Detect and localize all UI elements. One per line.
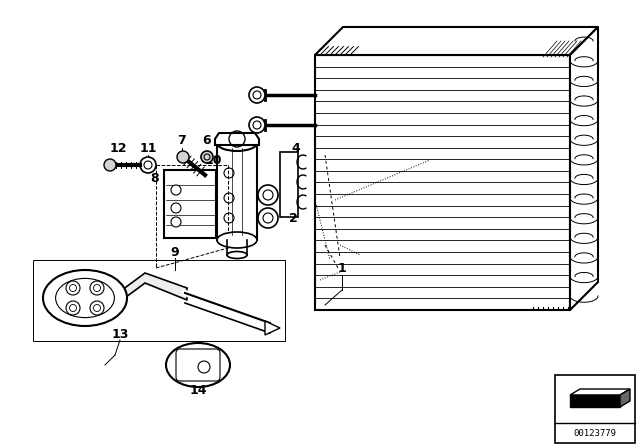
Text: 00123779: 00123779: [573, 428, 616, 438]
Polygon shape: [280, 152, 298, 217]
Circle shape: [249, 87, 265, 103]
Text: 7: 7: [178, 134, 186, 146]
Text: 11: 11: [140, 142, 157, 155]
Polygon shape: [265, 321, 280, 335]
Text: 1: 1: [338, 262, 346, 275]
Text: 2: 2: [289, 211, 298, 224]
Circle shape: [140, 157, 156, 173]
Ellipse shape: [217, 232, 257, 248]
Text: 12: 12: [109, 142, 127, 155]
Polygon shape: [164, 170, 216, 238]
Circle shape: [66, 301, 80, 315]
Polygon shape: [570, 389, 630, 395]
Polygon shape: [570, 27, 598, 310]
Circle shape: [171, 217, 181, 227]
Text: 14: 14: [189, 383, 207, 396]
Text: 8: 8: [150, 172, 159, 185]
Polygon shape: [122, 273, 187, 300]
Text: 6: 6: [203, 134, 211, 146]
Ellipse shape: [217, 135, 257, 151]
Polygon shape: [620, 389, 630, 407]
Polygon shape: [555, 375, 635, 443]
Text: 5: 5: [234, 134, 243, 146]
Circle shape: [171, 203, 181, 213]
Polygon shape: [315, 55, 570, 310]
Ellipse shape: [166, 343, 230, 387]
FancyBboxPatch shape: [176, 349, 220, 381]
Ellipse shape: [43, 270, 127, 326]
Circle shape: [90, 281, 104, 295]
Circle shape: [177, 151, 189, 163]
Text: 10: 10: [204, 154, 221, 167]
Polygon shape: [570, 395, 620, 407]
Circle shape: [90, 301, 104, 315]
Ellipse shape: [227, 251, 247, 258]
Circle shape: [249, 117, 265, 133]
Polygon shape: [315, 27, 598, 55]
Text: 4: 4: [292, 142, 300, 155]
Circle shape: [66, 281, 80, 295]
Text: 13: 13: [111, 328, 129, 341]
Circle shape: [201, 151, 213, 163]
Text: 3: 3: [267, 211, 275, 224]
Circle shape: [258, 208, 278, 228]
Text: 9: 9: [171, 246, 179, 258]
Circle shape: [104, 159, 116, 171]
Circle shape: [258, 185, 278, 205]
Polygon shape: [215, 133, 259, 145]
Circle shape: [171, 185, 181, 195]
